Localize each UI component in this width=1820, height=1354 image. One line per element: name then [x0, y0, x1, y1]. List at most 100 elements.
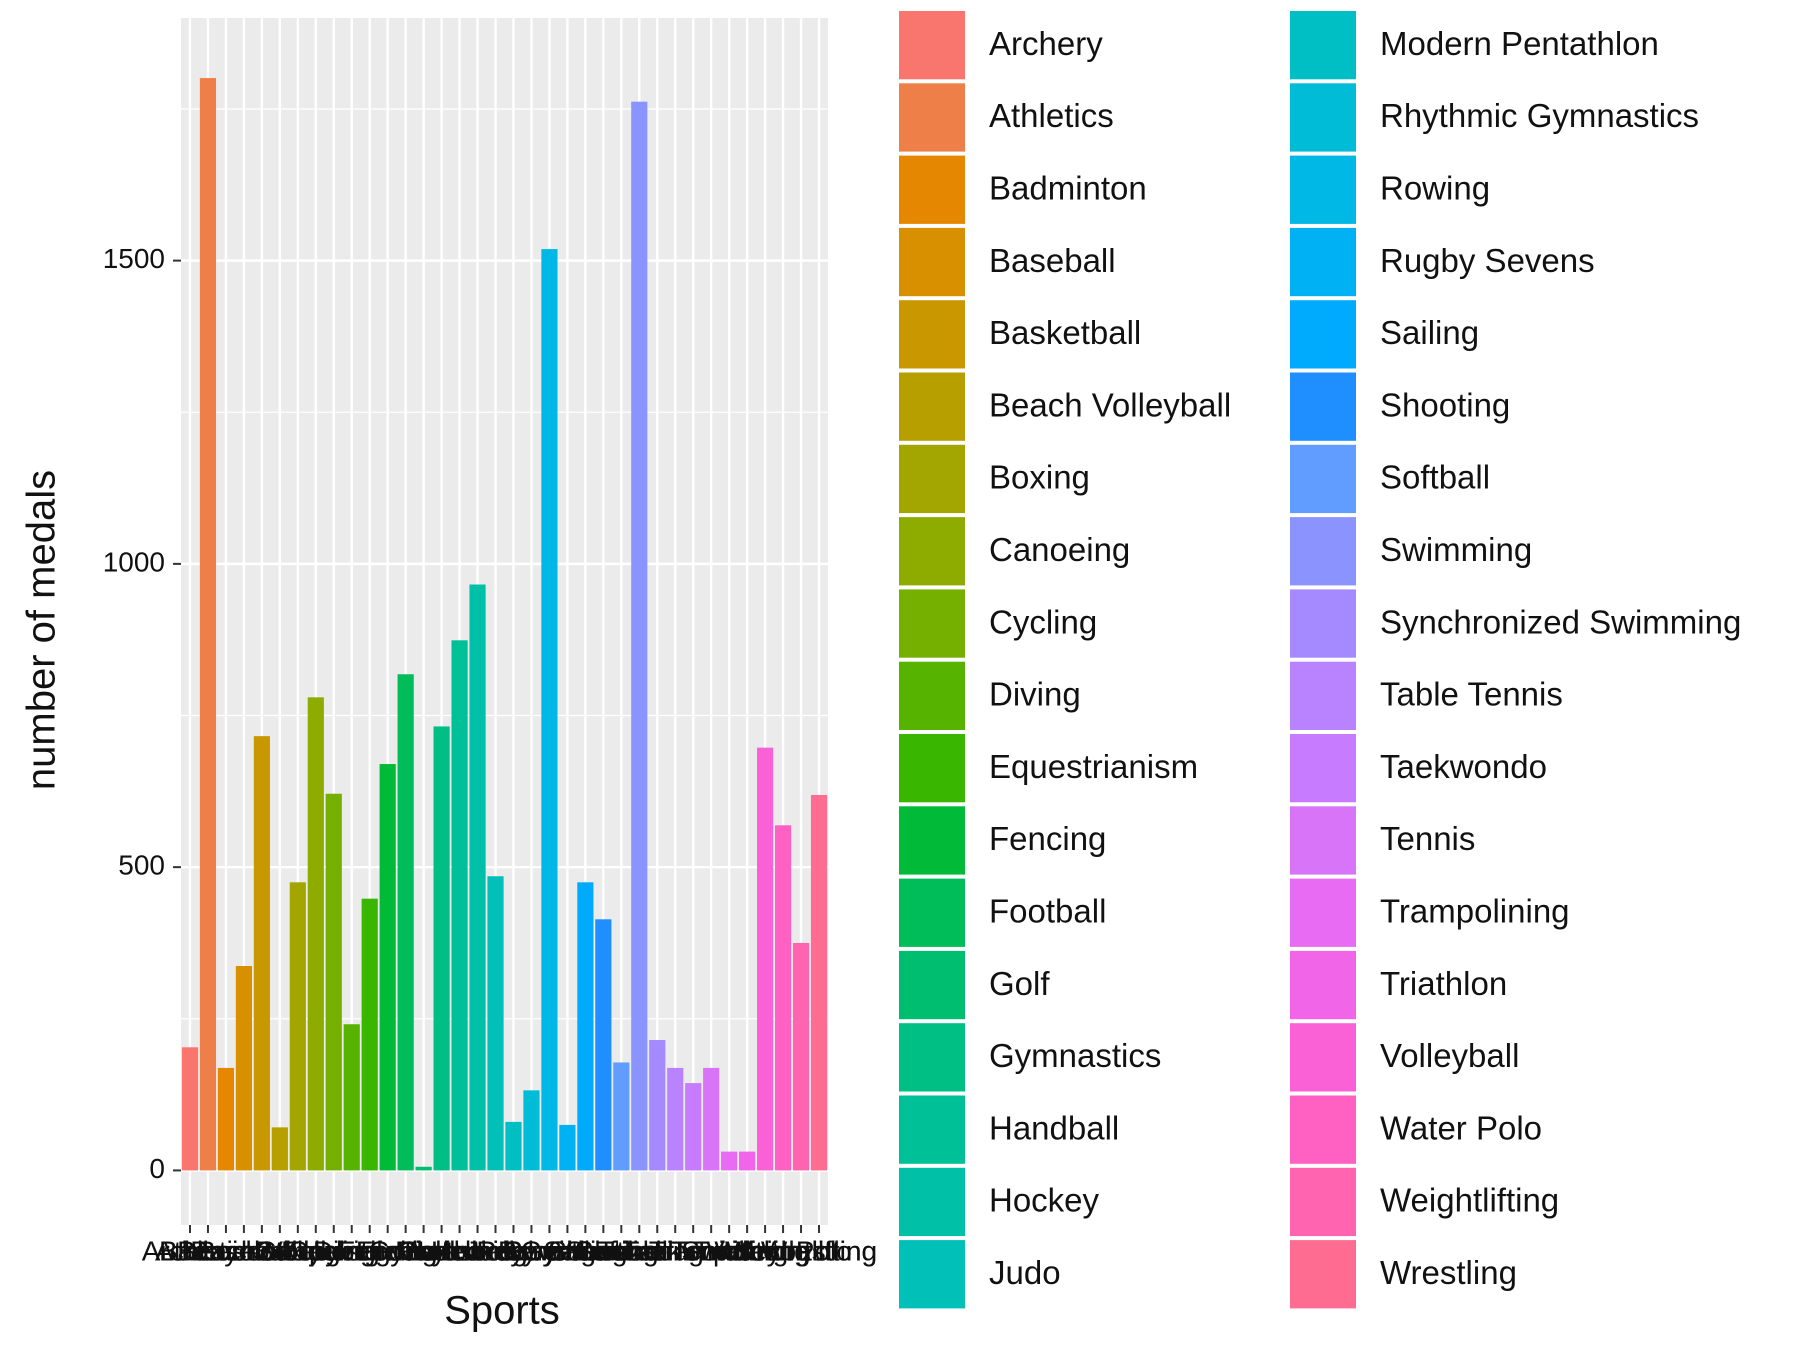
- x-tick-label: Equestrianism: [281, 1235, 458, 1266]
- y-tick-label: 0: [149, 1153, 165, 1184]
- x-tick-label: Archery: [142, 1235, 238, 1266]
- x-tick-label: Weightlifting: [725, 1235, 877, 1266]
- bar: [343, 1024, 360, 1171]
- bar: [810, 794, 828, 1171]
- bar: [595, 919, 612, 1171]
- x-tick-label: Swimming: [575, 1235, 704, 1266]
- legend-key: [897, 225, 967, 299]
- bar: [739, 1151, 756, 1171]
- panel: [181, 18, 828, 1225]
- x-tick-label: Basketball: [197, 1235, 326, 1266]
- legend-label: Softball: [1380, 459, 1490, 496]
- legend-key: [1288, 659, 1358, 733]
- y-axis-title: number of medals: [20, 470, 64, 790]
- legend-label: Cycling: [989, 603, 1097, 640]
- x-tick-label: Wrestling: [761, 1235, 877, 1266]
- legend-key: [1288, 81, 1358, 154]
- bar: [469, 584, 486, 1171]
- legend-key: [897, 515, 967, 588]
- legend-label: Shooting: [1380, 386, 1510, 423]
- legend-key: [1288, 732, 1358, 805]
- bar: [253, 736, 270, 1171]
- legend-label: Judo: [989, 1254, 1061, 1291]
- legend-label: Tennis: [1380, 820, 1475, 857]
- bar: [181, 1047, 199, 1171]
- bar: [289, 882, 306, 1171]
- legend-key: [1288, 9, 1358, 82]
- legend-key: [897, 876, 967, 949]
- legend-label: Baseball: [989, 242, 1116, 279]
- legend-key: [1288, 1238, 1358, 1311]
- x-tick-label: Handball: [404, 1235, 515, 1266]
- legend-key: [1288, 153, 1358, 226]
- legend-label: Fencing: [989, 820, 1106, 857]
- bar: [325, 793, 342, 1171]
- legend-key: [1288, 298, 1358, 371]
- bar: [703, 1067, 720, 1171]
- bar: [792, 942, 810, 1171]
- x-tick-label: Tennis: [671, 1235, 752, 1266]
- legend-key: [1288, 1021, 1358, 1094]
- bar: [774, 825, 792, 1171]
- legend-key: [1288, 587, 1358, 660]
- bar: [379, 764, 396, 1171]
- legend-key: [897, 442, 967, 516]
- x-tick-label: Softball: [575, 1235, 668, 1266]
- x-tick-label: Triathlon: [693, 1235, 801, 1266]
- legend-label: Weightlifting: [1380, 1182, 1559, 1219]
- bar: [649, 1040, 666, 1171]
- x-tick-label: Taekwondo: [622, 1235, 764, 1266]
- legend-key: [1288, 948, 1358, 1022]
- x-tick-label: Rugby Sevens: [476, 1235, 658, 1266]
- x-tick-label: Volleyball: [706, 1235, 824, 1266]
- legend-label: Modern Pentathlon: [1380, 25, 1659, 62]
- x-tick-label: Athletics: [155, 1235, 261, 1266]
- x-tick-label: Modern Pentathlon: [395, 1235, 632, 1266]
- legend-label: Badminton: [989, 169, 1147, 206]
- legend-key: [897, 1021, 967, 1094]
- legend-label: Water Polo: [1380, 1109, 1542, 1146]
- y-tick-label: 500: [118, 850, 165, 881]
- legend-label: Canoeing: [989, 531, 1130, 568]
- x-tick-label: Judo: [465, 1235, 526, 1266]
- bar: [613, 1062, 630, 1171]
- legend-label: Swimming: [1380, 531, 1532, 568]
- x-tick-label: Table Tennis: [598, 1235, 753, 1266]
- x-tick-label: Water Polo: [714, 1235, 851, 1266]
- legend-key: [897, 1093, 967, 1166]
- legend-label: Table Tennis: [1380, 676, 1563, 713]
- bar: [451, 640, 468, 1171]
- bar: [721, 1151, 738, 1171]
- bar: [415, 1166, 432, 1171]
- legend-label: Synchronized Swimming: [1380, 603, 1741, 640]
- x-axis-title: Sports: [444, 1289, 560, 1333]
- bar: [541, 249, 558, 1171]
- legend-label: Wrestling: [1380, 1254, 1517, 1291]
- x-tick-label: Golf: [398, 1235, 450, 1266]
- legend-key: [1288, 1093, 1358, 1166]
- bar: [577, 882, 594, 1171]
- x-tick-label: Diving: [313, 1235, 391, 1266]
- x-tick-label: Cycling: [288, 1235, 380, 1266]
- legend-label: Beach Volleyball: [989, 386, 1231, 423]
- legend-key: [1288, 515, 1358, 588]
- x-tick-label: Gymnastics: [368, 1235, 514, 1266]
- legend-label: Rugby Sevens: [1380, 242, 1595, 279]
- legend-label: Rowing: [1380, 169, 1490, 206]
- bar: [685, 1083, 702, 1171]
- bar: [667, 1067, 684, 1171]
- x-tick-label: Fencing: [338, 1235, 438, 1266]
- legend-key: [897, 587, 967, 660]
- bar: [217, 1067, 235, 1171]
- legend-label: Gymnastics: [989, 1037, 1161, 1074]
- legend-key: [1288, 370, 1358, 443]
- bar: [271, 1127, 288, 1171]
- legend-key: [897, 659, 967, 733]
- bar: [235, 966, 252, 1171]
- legend-key: [1288, 804, 1358, 877]
- x-tick-label: Synchronized Swimming: [504, 1235, 811, 1266]
- bar: [505, 1121, 522, 1171]
- x-tick-label: Boxing: [255, 1235, 341, 1266]
- x-tick-label: Shooting: [548, 1235, 659, 1266]
- x-tick-label: Rowing: [503, 1235, 596, 1266]
